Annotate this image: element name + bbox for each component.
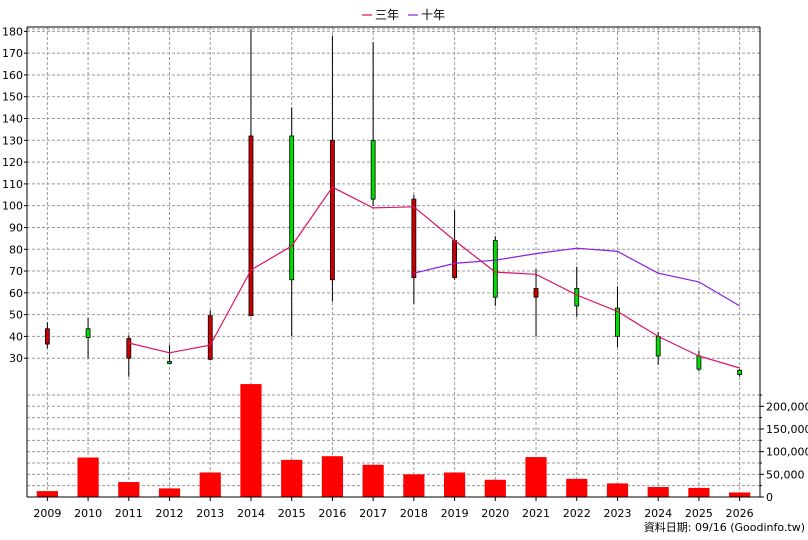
- price-tick-label: 100: [2, 200, 23, 213]
- candle-body: [411, 198, 417, 278]
- candle-body: [737, 369, 743, 375]
- line-3yr: [128, 186, 740, 369]
- year-tick-label: 2023: [603, 507, 631, 520]
- candle-body: [370, 139, 376, 200]
- price-tick-label: 80: [9, 243, 23, 256]
- candle-body: [492, 240, 498, 298]
- price-tick-label: 110: [2, 178, 23, 191]
- candle-body: [655, 336, 661, 357]
- candle-body: [533, 288, 539, 298]
- volume-bar: [403, 474, 425, 497]
- year-tick-label: 2019: [441, 507, 469, 520]
- year-tick-label: 2024: [644, 507, 672, 520]
- price-tick-label: 40: [9, 330, 23, 343]
- volume-bar: [525, 457, 547, 497]
- volume-tick-label: 100,000: [766, 446, 808, 459]
- candle-body: [615, 307, 620, 337]
- axes: 30 40 50 60 70 80 90 100 110 120 130 140 150 160 170 18…: [2, 25, 808, 520]
- price-tick-label: 130: [2, 134, 23, 147]
- volume-bar: [443, 472, 466, 497]
- volume-tick-label: 50,000: [766, 468, 805, 481]
- volume-bar: [281, 459, 303, 497]
- price-tick-label: 160: [2, 69, 23, 82]
- moving-average-lines: [128, 186, 740, 369]
- price-tick-label: 140: [2, 113, 23, 126]
- volume-bar: [566, 478, 588, 497]
- candle-body: [207, 315, 213, 360]
- price-tick-label: 30: [9, 352, 23, 365]
- volume-bar: [77, 457, 99, 497]
- volume-bar: [362, 464, 384, 497]
- candle-body: [167, 361, 172, 364]
- year-tick-label: 2015: [278, 507, 306, 520]
- candle-body: [44, 328, 50, 345]
- legend-label-10yr: 十年: [421, 8, 445, 22]
- price-tick-label: 90: [9, 221, 23, 234]
- candle-body: [696, 355, 702, 370]
- volume-bar: [199, 472, 221, 497]
- candle-body: [452, 240, 457, 278]
- volume-bars: [36, 384, 751, 497]
- line-10yr: [413, 247, 740, 307]
- year-tick-label: 2016: [318, 507, 346, 520]
- candle-body: [85, 328, 91, 338]
- price-tick-label: 70: [9, 265, 23, 278]
- year-tick-label: 2020: [481, 507, 509, 520]
- volume-bar: [688, 487, 710, 497]
- year-tick-label: 2017: [359, 507, 387, 520]
- candle-body: [126, 338, 132, 359]
- year-tick-label: 2013: [196, 507, 224, 520]
- price-tick-label: 50: [9, 309, 23, 322]
- grid: [27, 27, 760, 497]
- price-tick-label: 170: [2, 47, 23, 60]
- volume-bar: [321, 456, 344, 497]
- candle-body: [248, 135, 254, 317]
- price-tick-label: 150: [2, 91, 23, 104]
- year-tick-label: 2025: [685, 507, 713, 520]
- legend-label-3yr: 三年: [375, 8, 399, 22]
- volume-bar: [729, 492, 751, 497]
- volume-bar: [606, 483, 629, 497]
- year-tick-label: 2021: [522, 507, 550, 520]
- price-tick-label: 60: [9, 287, 23, 300]
- volume-tick-label: 200,000: [766, 400, 808, 413]
- candle-body: [289, 135, 295, 281]
- year-tick-label: 2022: [563, 507, 591, 520]
- volume-bar: [118, 482, 140, 497]
- data-date-footer: 資料日期: 09/16 (Goodinfo.tw): [644, 520, 805, 534]
- volume-bar: [484, 479, 506, 497]
- price-tick-label: 180: [2, 25, 23, 38]
- year-tick-label: 2009: [33, 507, 61, 520]
- year-tick-label: 2026: [726, 507, 754, 520]
- price-tick-label: 120: [2, 156, 23, 169]
- year-tick-label: 2018: [400, 507, 428, 520]
- candles: [44, 29, 743, 377]
- year-tick-label: 2012: [156, 507, 184, 520]
- volume-tick-label: 150,000: [766, 423, 808, 436]
- volume-bar: [240, 384, 262, 497]
- volume-bar: [158, 488, 181, 497]
- year-tick-label: 2010: [74, 507, 102, 520]
- volume-bar: [647, 487, 669, 497]
- year-tick-label: 2011: [115, 507, 143, 520]
- volume-bar: [36, 491, 58, 497]
- candle-body: [330, 139, 335, 281]
- year-tick-label: 2014: [237, 507, 265, 520]
- legend: 三年 十年: [362, 8, 445, 22]
- volume-tick-label: 0: [766, 491, 773, 504]
- candle-body: [574, 288, 580, 307]
